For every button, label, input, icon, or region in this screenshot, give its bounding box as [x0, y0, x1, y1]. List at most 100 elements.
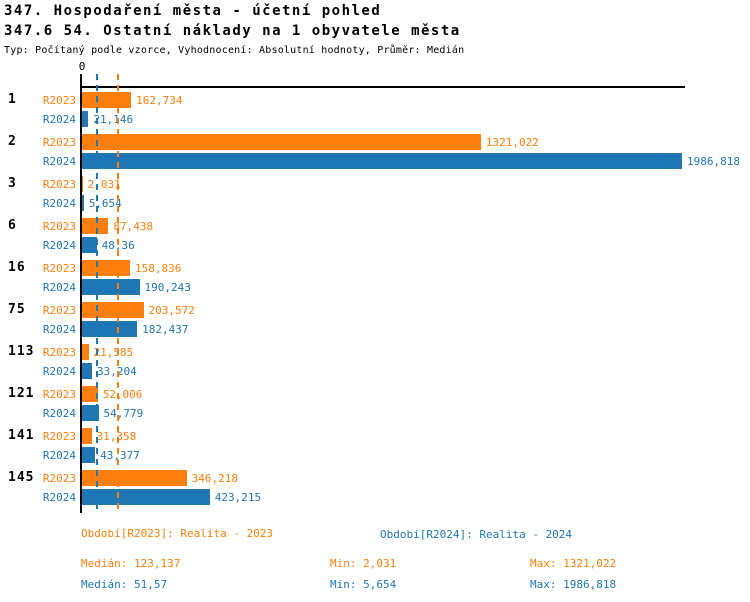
value-label: 423,215 — [214, 491, 262, 504]
category-label: 75 — [8, 302, 26, 317]
median-line-r2023 — [117, 74, 120, 512]
value-label: 31,358 — [97, 430, 137, 443]
category-label: 141 — [8, 428, 35, 443]
bar-row-r2024: R2024 182,437 — [0, 321, 750, 337]
stat-median-r2023: Medián: 123,137 — [81, 557, 181, 570]
bar-row-r2023: R2023 21,585 — [0, 344, 750, 360]
series-label-r2024: R2024 — [42, 113, 76, 126]
value-label: 54,779 — [103, 407, 144, 420]
bar-row-r2024: R2024 54,779 — [0, 405, 750, 421]
series-label-r2024: R2024 — [42, 197, 76, 210]
bar-r2023 — [82, 134, 481, 150]
bar-r2024 — [82, 237, 97, 253]
series-label-r2023: R2023 — [42, 346, 76, 359]
indicator-title: 347.6 54. Ostatní náklady na 1 obyvatele… — [4, 23, 461, 39]
stat-min-r2023: Min: 2,031 — [330, 557, 397, 570]
bar-r2023 — [82, 428, 92, 444]
bar-row-r2024: R2024 43,377 — [0, 447, 750, 463]
value-label: 346,218 — [191, 472, 238, 485]
series-label-r2024: R2024 — [42, 491, 76, 504]
stat-max-r2024: Max: 1986,818 — [530, 578, 617, 591]
bar-r2023 — [82, 218, 109, 234]
axis-vertical-line — [80, 74, 82, 513]
value-label: 52,006 — [102, 388, 143, 401]
meta-line: Typ: Počítaný podle vzorce, Vyhodnocení:… — [4, 45, 465, 56]
bar-r2024 — [82, 405, 99, 421]
value-label: 162,734 — [136, 94, 183, 107]
value-label: 190,243 — [144, 281, 191, 294]
bar-row-r2023: R2023 162,734 — [0, 92, 750, 108]
bar-row-r2023: R2023 2,031 — [0, 176, 750, 192]
bar-r2023 — [82, 302, 144, 318]
series-label-r2024: R2024 — [42, 407, 76, 420]
bar-r2023 — [82, 344, 89, 360]
series-label-r2024: R2024 — [42, 323, 76, 336]
series-label-r2023: R2023 — [42, 304, 76, 317]
bar-row-r2023: R2023 31,358 — [0, 428, 750, 444]
series-label-r2023: R2023 — [42, 388, 76, 401]
category-label: 113 — [8, 344, 35, 359]
stat-min-r2024: Min: 5,654 — [330, 578, 397, 591]
bar-group: 3 R2023 2,031 R2024 5,654 — [0, 172, 750, 214]
category-label: 1 — [8, 92, 17, 107]
stat-max-r2023: Max: 1321,022 — [530, 557, 617, 570]
value-label: 21,146 — [93, 113, 134, 126]
bar-r2024 — [82, 363, 92, 379]
series-label-r2023: R2023 — [42, 178, 76, 191]
series-label-r2023: R2023 — [42, 136, 76, 149]
bar-r2023 — [82, 260, 130, 276]
bar-chart: 1 R2023 162,734 R2024 21,146 2 R2023 1321,022 R2… — [0, 88, 750, 508]
category-label: 145 — [8, 470, 35, 485]
stat-median-r2024: Medián: 51,57 — [81, 578, 168, 591]
series-label-r2024: R2024 — [42, 449, 76, 462]
value-label: 33,204 — [97, 365, 137, 378]
bar-row-r2024: R2024 5,654 — [0, 195, 750, 211]
series-label-r2024: R2024 — [42, 281, 76, 294]
bar-r2024 — [82, 111, 89, 127]
bar-row-r2024: R2024 21,146 — [0, 111, 750, 127]
bar-row-r2023: R2023 87,438 — [0, 218, 750, 234]
bar-group: 6 R2023 87,438 R202448,36 — [0, 214, 750, 256]
bar-r2023 — [82, 176, 83, 192]
bar-group: 2 R2023 1321,022 R2024 1986,818 — [0, 130, 750, 172]
value-label: 43,377 — [100, 449, 140, 462]
bar-r2023 — [82, 470, 187, 486]
bar-group: 121 R2023 52,006 R2024 54,779 — [0, 382, 750, 424]
bar-row-r2024: R2024 33,204 — [0, 363, 750, 379]
bar-row-r2024: R2024 423,215 — [0, 489, 750, 505]
bar-r2024 — [82, 489, 210, 505]
bar-group: 145 R2023 346,218 R2024 423,215 — [0, 466, 750, 508]
bar-r2023 — [82, 386, 98, 402]
bar-group: 16 R2023 158,836 R2024 190,243 — [0, 256, 750, 298]
axis-top-line — [80, 86, 685, 88]
series-label-r2023: R2023 — [42, 262, 76, 275]
bar-r2023 — [82, 92, 132, 108]
bar-group: 113 R2023 21,585 R2024 33,204 — [0, 340, 750, 382]
category-label: 16 — [8, 260, 26, 275]
series-label-r2023: R2023 — [42, 430, 76, 443]
bar-group: 1 R2023 162,734 R2024 21,146 — [0, 88, 750, 130]
category-label: 121 — [8, 386, 35, 401]
bar-row-r2024: R202448,36 — [0, 237, 750, 253]
axis-zero-label: 0 — [78, 60, 86, 73]
bar-row-r2023: R2023 203,572 — [0, 302, 750, 318]
bar-row-r2023: R2023 1321,022 — [0, 134, 750, 150]
value-label: 1321,022 — [485, 136, 539, 149]
value-label: 21,585 — [93, 346, 134, 359]
series-label-r2023: R2023 — [42, 220, 76, 233]
category-label: 6 — [8, 218, 17, 233]
bar-r2024 — [82, 321, 138, 337]
category-label: 2 — [8, 134, 17, 149]
series-label-r2024: R2024 — [42, 239, 76, 252]
bar-r2024 — [82, 279, 140, 295]
bar-row-r2023: R2023 52,006 — [0, 386, 750, 402]
bar-r2024 — [82, 153, 682, 169]
series-label-r2024: R2024 — [42, 155, 76, 168]
value-label: 158,836 — [135, 262, 182, 275]
legend-period-r2024: Období[R2024]: Realita - 2024 — [380, 528, 573, 541]
series-label-r2023: R2023 — [42, 472, 76, 485]
bar-group: 141 R2023 31,358 R2024 43,377 — [0, 424, 750, 466]
value-label: 2,031 — [87, 178, 121, 191]
bar-group: 75 R2023 203,572 R2024 182,437 — [0, 298, 750, 340]
bar-r2024 — [82, 447, 96, 463]
